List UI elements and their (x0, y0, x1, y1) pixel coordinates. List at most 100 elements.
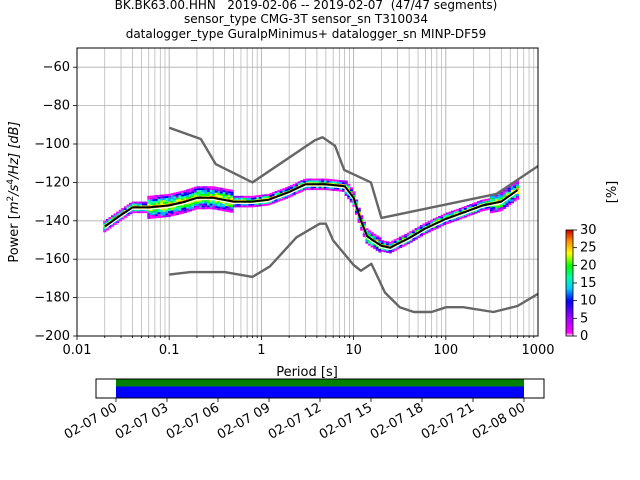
psd-cell (170, 197, 174, 199)
psd-cell (129, 210, 133, 213)
psd-cell (232, 205, 237, 208)
psd-cell (406, 232, 411, 235)
psd-cell (258, 196, 263, 199)
psd-cell (168, 199, 172, 202)
psd-cell (269, 202, 273, 205)
psd-cell (162, 215, 167, 218)
psd-cell (173, 206, 177, 208)
psd-cell (495, 210, 499, 213)
title-line-1: BK.BK63.00.HHN 2019-02-06 -- 2019-02-07 … (114, 0, 498, 12)
psd-cell (149, 209, 154, 211)
psd-cell (196, 205, 200, 208)
psd-cell (515, 180, 520, 183)
psd-cell (134, 209, 138, 212)
psd-cell (438, 216, 442, 218)
psd-cell (162, 198, 167, 201)
psd-cell (116, 219, 120, 222)
psd-cell (370, 232, 374, 235)
psd-cell (396, 247, 400, 250)
psd-cell (199, 193, 203, 196)
psd-cell (212, 199, 216, 202)
psd-cell (227, 195, 231, 197)
psd-cell (316, 178, 320, 181)
psd-cell (207, 195, 211, 198)
psd-cell (515, 186, 520, 189)
psd-cell (139, 201, 143, 204)
psd-cell (173, 196, 177, 199)
psd-cell (108, 217, 112, 220)
timeline-data-band (116, 379, 524, 387)
psd-cell (279, 191, 283, 194)
psd-cell (118, 211, 122, 214)
psd-cell (178, 195, 182, 198)
psd-cell (178, 206, 182, 209)
colorbar-label: [%] (605, 181, 620, 204)
psd-cell (160, 211, 164, 214)
psd-cell (349, 187, 353, 190)
psd-cell (401, 235, 405, 238)
psd-cell (204, 186, 208, 189)
psd-cell (186, 196, 190, 199)
psd-cell (365, 228, 369, 231)
psd-cell (357, 207, 361, 210)
psd-cell (175, 211, 180, 214)
psd-cell (139, 211, 143, 214)
psd-cell (274, 198, 278, 201)
psd-cell (497, 205, 501, 208)
colorbar-tick-label: 10 (580, 294, 597, 309)
psd-cell (209, 186, 213, 189)
psd-cell (103, 230, 107, 233)
psd-cell (194, 190, 198, 193)
psd-cell (155, 200, 159, 203)
psd-cell (261, 202, 265, 205)
psd-cell (157, 194, 161, 197)
timeline-tick-label: 02-07 15 (317, 400, 375, 442)
psd-cell (453, 209, 457, 212)
psd-cell (186, 210, 190, 213)
psd-cell (181, 190, 185, 193)
psd-cell (116, 211, 120, 214)
psd-cell (136, 201, 141, 204)
psd-cell (321, 186, 325, 189)
psd-cell (349, 200, 353, 203)
psd-cell (375, 247, 379, 249)
psd-cell (188, 194, 193, 197)
psd-cell (116, 221, 120, 224)
psd-cell (191, 204, 195, 207)
psd-cell (360, 219, 364, 222)
psd-cell (316, 188, 320, 191)
psd-cell (214, 200, 218, 203)
psd-cell (477, 208, 481, 211)
psd-cell (103, 228, 107, 231)
psd-cell (399, 238, 403, 241)
psd-cell (235, 205, 239, 208)
psd-cell (440, 216, 444, 219)
psd-cell (347, 195, 351, 198)
psd-cell (370, 243, 374, 246)
psd-cell (196, 203, 200, 206)
psd-cell (292, 185, 296, 188)
psd-cell (149, 195, 154, 198)
psd-cell (360, 226, 364, 229)
psd-cell (464, 215, 468, 218)
psd-cell (157, 212, 161, 215)
new-high-noise-model (168, 126, 538, 220)
colorbar: 0 5 10 15 20 25 30 [%] (565, 181, 620, 344)
psd-cell (186, 193, 190, 196)
psd-cell (513, 199, 517, 202)
psd-cell (440, 222, 444, 225)
psd-cell (388, 249, 392, 252)
psd-cell (505, 199, 509, 202)
psd-cell (181, 194, 185, 197)
psd-cell (181, 209, 185, 212)
psd-cell (287, 195, 291, 198)
psd-cell (199, 201, 203, 204)
psd-cell (235, 203, 239, 206)
psd-cell (375, 248, 379, 251)
psd-cell (227, 210, 231, 213)
psd-cell (191, 189, 195, 192)
psd-cell (168, 209, 172, 212)
psd-cell (297, 190, 302, 193)
psd-cell (188, 196, 193, 199)
psd-cell (199, 199, 203, 202)
